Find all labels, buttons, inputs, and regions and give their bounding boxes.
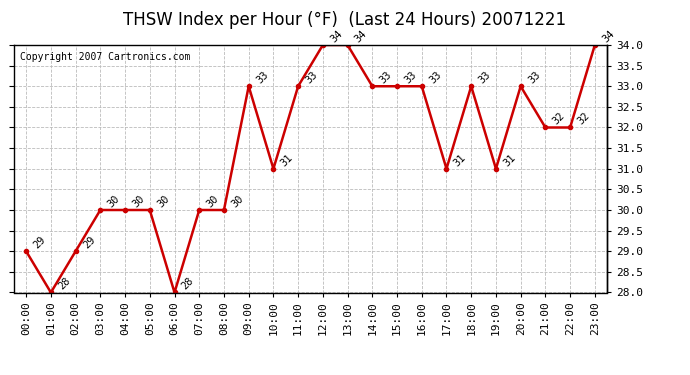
Text: 28: 28 — [180, 276, 196, 292]
Text: 33: 33 — [477, 69, 493, 86]
Text: 31: 31 — [452, 152, 468, 168]
Text: 31: 31 — [279, 152, 295, 168]
Text: 32: 32 — [551, 111, 567, 127]
Text: 33: 33 — [304, 69, 319, 86]
Text: 33: 33 — [427, 69, 443, 86]
Text: 32: 32 — [575, 111, 591, 127]
Text: 30: 30 — [106, 193, 122, 209]
Text: 31: 31 — [502, 152, 518, 168]
Text: 34: 34 — [353, 28, 369, 44]
Text: 33: 33 — [402, 69, 419, 86]
Text: 33: 33 — [378, 69, 394, 86]
Text: Copyright 2007 Cartronics.com: Copyright 2007 Cartronics.com — [20, 53, 190, 62]
Text: 30: 30 — [205, 193, 221, 209]
Text: 29: 29 — [81, 234, 97, 250]
Text: 30: 30 — [230, 193, 246, 209]
Text: 33: 33 — [526, 69, 542, 86]
Text: 33: 33 — [254, 69, 270, 86]
Text: 34: 34 — [328, 28, 344, 44]
Text: 28: 28 — [57, 276, 72, 292]
Text: THSW Index per Hour (°F)  (Last 24 Hours) 20071221: THSW Index per Hour (°F) (Last 24 Hours)… — [124, 11, 566, 29]
Text: 30: 30 — [130, 193, 146, 209]
Text: 30: 30 — [155, 193, 171, 209]
Text: 34: 34 — [600, 28, 616, 44]
Text: 29: 29 — [32, 234, 48, 250]
